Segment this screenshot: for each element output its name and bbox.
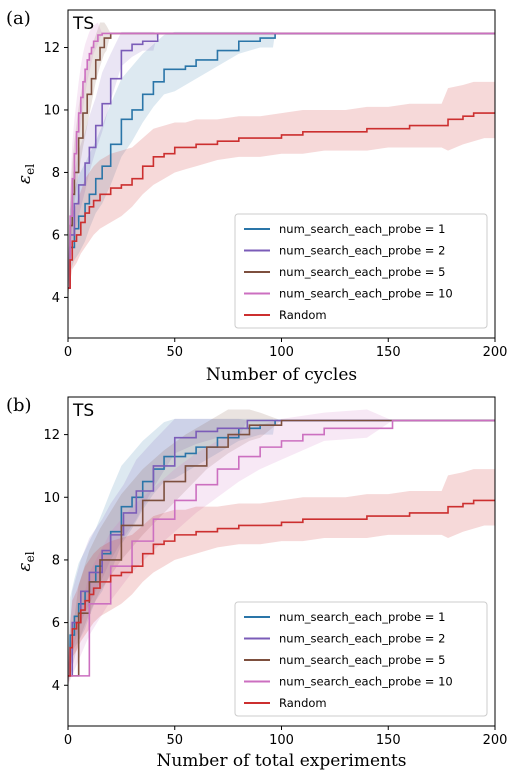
- band-nsep5: [68, 409, 495, 686]
- x-tick-label: 100: [269, 733, 294, 748]
- x-tick-label: 50: [166, 733, 183, 748]
- legend-box: [234, 213, 488, 329]
- y-tick-label: 12: [43, 41, 60, 56]
- legend-box: [234, 601, 488, 717]
- y-tick-label: 10: [43, 491, 60, 506]
- legend: num_search_each_probe = 1 num_search_each…: [234, 213, 488, 329]
- legend-entry-nsep2: num_search_each_probe = 2: [279, 244, 445, 258]
- y-tick-label: 10: [43, 103, 60, 118]
- x-tick-label: 0: [64, 345, 72, 360]
- method-tag: TS: [72, 14, 94, 34]
- series-line-nsep1: [68, 32, 495, 289]
- x-tick-label: 50: [166, 345, 183, 360]
- series-line-nsep1: [68, 419, 495, 677]
- lines-layer: [68, 32, 495, 289]
- y-tick-label: 4: [52, 291, 60, 306]
- panel-b: 0 50 100 150 200 4 6 8 10 12 (b) TS Number of total …: [6, 395, 507, 771]
- panel-a: 0 50 100 150 200 4 6 8 10 12 (a) TS Number of cycles…: [6, 8, 507, 385]
- x-axis-label: Number of cycles: [206, 365, 357, 385]
- legend-entry-random: Random: [279, 308, 327, 322]
- x-tick-label: 0: [64, 733, 72, 748]
- bands-layer: [68, 22, 495, 298]
- legend-entry-nsep10: num_search_each_probe = 10: [279, 675, 453, 689]
- lines-layer: [68, 419, 495, 677]
- y-axis-label: εel: [15, 551, 37, 571]
- x-tick-label: 150: [376, 733, 401, 748]
- y-tick-label: 8: [52, 166, 60, 181]
- series-line-random: [68, 112, 495, 289]
- y-tick-label: 8: [52, 553, 60, 568]
- bands-layer: [68, 409, 495, 686]
- legend-entry-nsep1: num_search_each_probe = 1: [279, 610, 445, 624]
- band-random: [68, 469, 495, 686]
- y-tick-label: 12: [43, 428, 60, 443]
- band-nsep2: [68, 31, 495, 298]
- legend-entry-nsep1: num_search_each_probe = 1: [279, 222, 445, 236]
- legend-entry-nsep10: num_search_each_probe = 10: [279, 287, 453, 301]
- panel-label: (b): [6, 395, 32, 416]
- legend-entry-nsep5: num_search_each_probe = 5: [279, 265, 445, 279]
- legend: num_search_each_probe = 1 num_search_each…: [234, 601, 488, 717]
- series-line-nsep10: [68, 32, 495, 289]
- series-line-nsep10: [68, 419, 495, 677]
- band-random: [68, 81, 495, 298]
- y-tick-label: 6: [52, 616, 60, 631]
- x-tick-label: 200: [483, 345, 508, 360]
- y-axis-label: εel: [15, 164, 37, 184]
- band-nsep10: [68, 409, 495, 686]
- method-tag: TS: [72, 401, 94, 421]
- series-line-nsep5: [68, 419, 495, 677]
- panel-label: (a): [6, 8, 31, 29]
- x-tick-label: 200: [483, 733, 508, 748]
- legend-entry-nsep5: num_search_each_probe = 5: [279, 653, 445, 667]
- legend-entry-random: Random: [279, 696, 327, 710]
- series-line-nsep2: [68, 32, 495, 289]
- y-tick-label: 6: [52, 228, 60, 243]
- series-line-random: [68, 499, 495, 677]
- y-tick-label: 4: [52, 679, 60, 694]
- x-axis-label: Number of total experiments: [156, 751, 406, 771]
- x-tick-label: 100: [269, 345, 294, 360]
- legend-entry-nsep2: num_search_each_probe = 2: [279, 632, 445, 646]
- series-line-nsep2: [68, 419, 495, 677]
- x-tick-label: 150: [376, 345, 401, 360]
